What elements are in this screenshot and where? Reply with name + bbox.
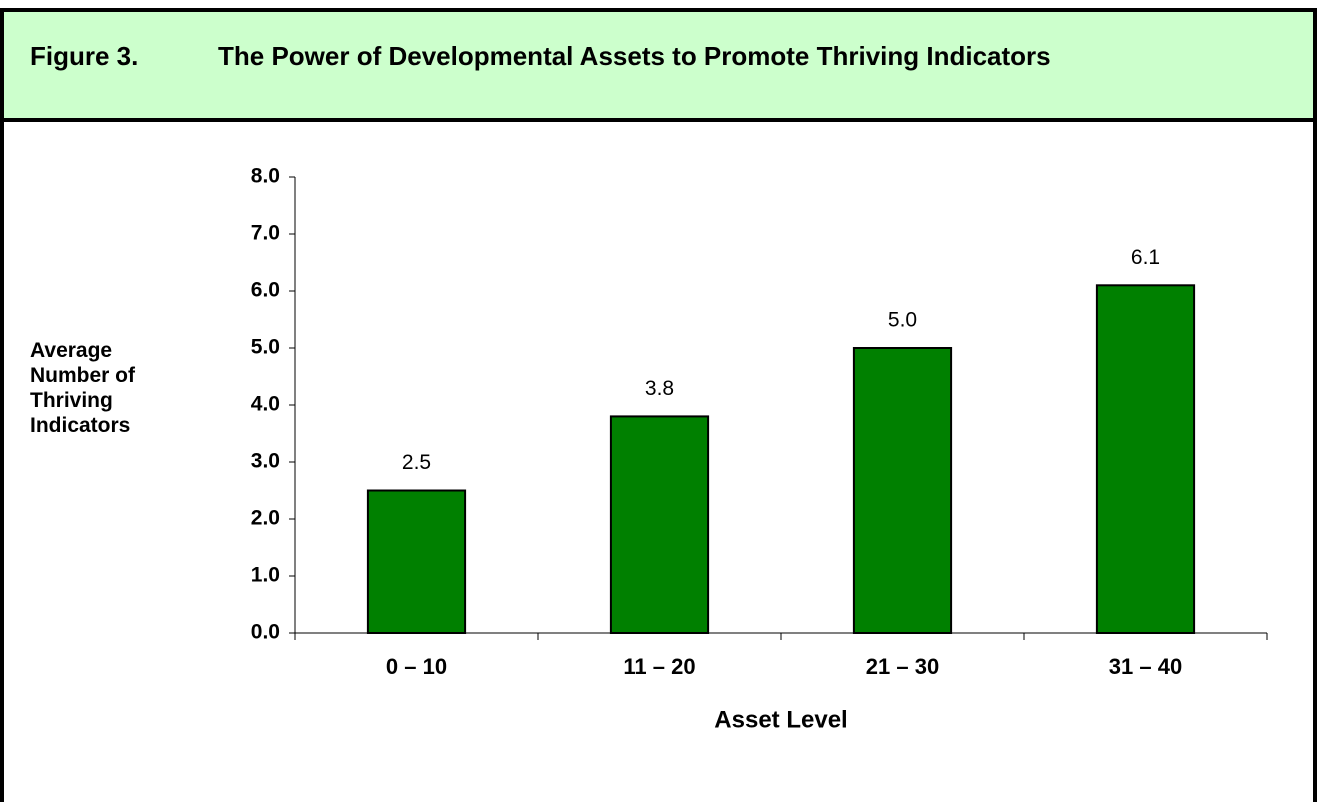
data-label: 6.1 bbox=[1131, 246, 1160, 269]
data-label: 3.8 bbox=[645, 377, 674, 400]
bar bbox=[609, 415, 710, 634]
chart-title: The Power of Developmental Assets to Pro… bbox=[218, 41, 1051, 71]
y-axis-label: Average Number of Thriving Indicators bbox=[30, 339, 135, 437]
data-label: 5.0 bbox=[888, 309, 917, 332]
figure-frame: Figure 3. The Power of Developmental Ass… bbox=[0, 8, 1317, 802]
y-tick-label: 8.0 bbox=[251, 165, 280, 188]
x-axis-label: Asset Level bbox=[714, 706, 847, 733]
data-label: 2.5 bbox=[402, 451, 431, 474]
x-tick-label: 21 – 30 bbox=[866, 654, 939, 679]
bar bbox=[366, 489, 467, 634]
x-tick-label: 0 – 10 bbox=[386, 654, 447, 679]
y-tick-label: 2.0 bbox=[251, 507, 280, 530]
figure-header: Figure 3. The Power of Developmental Ass… bbox=[4, 12, 1313, 122]
x-tick-label: 31 – 40 bbox=[1109, 654, 1182, 679]
bar bbox=[1095, 284, 1196, 634]
y-tick-label: 6.0 bbox=[251, 279, 280, 302]
y-tick-label: 7.0 bbox=[251, 222, 280, 245]
y-tick-label: 1.0 bbox=[251, 564, 280, 587]
figure-label: Figure 3. bbox=[30, 41, 139, 71]
y-tick-label: 5.0 bbox=[251, 336, 280, 359]
y-tick-label: 3.0 bbox=[251, 450, 280, 473]
x-tick-label: 11 – 20 bbox=[623, 654, 695, 679]
y-tick-label: 0.0 bbox=[251, 621, 280, 644]
bar bbox=[852, 347, 953, 634]
y-tick-label: 4.0 bbox=[251, 393, 280, 416]
